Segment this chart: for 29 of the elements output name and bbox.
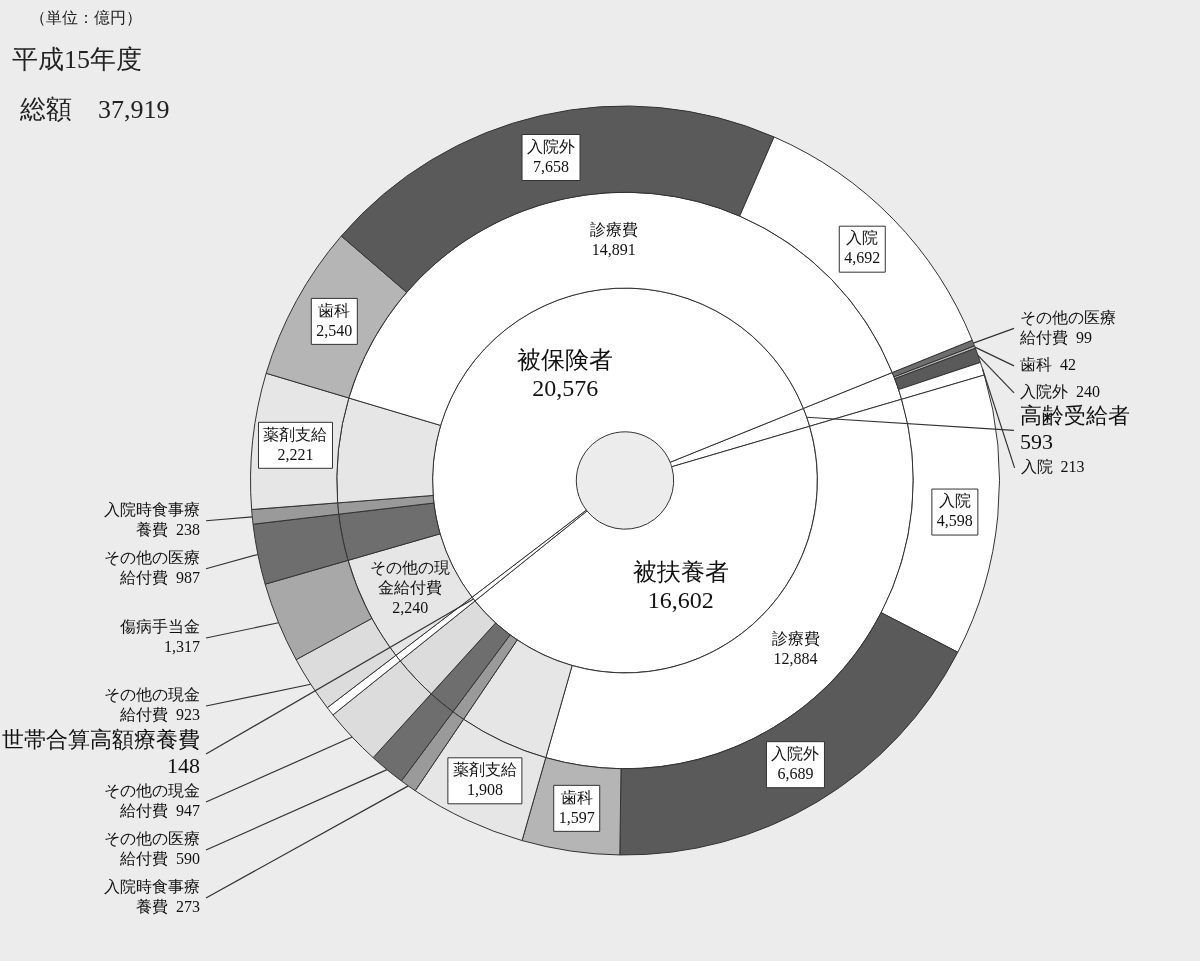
data-label: 入院外 7,658 [527,137,576,175]
data-label: 入院 213 [1020,458,1085,476]
data-label: 入院外 240 [1020,383,1100,401]
data-label: 入院 4,692 [844,229,881,267]
text: （単位：億円） [30,8,142,28]
data-label: 薬剤支給 1,908 [452,761,517,798]
data-label: 薬剤支給 2,221 [263,425,328,463]
data-label: 歯科 1,597 [558,788,595,826]
data-label: 被扶養者 16,602 [632,558,729,613]
data-label: 世帯合算高額療養費 148 [2,726,200,778]
chart-subtitle: 総額 37,919 [20,94,170,126]
data-label: その他の現金給付費 923 [104,686,200,724]
data-label: 入院 4,598 [936,492,973,530]
data-label: 歯科 2,540 [316,301,353,339]
data-label: その他の現金給付費 2,240 [370,558,451,616]
data-label: 被保険者 20,576 [517,347,614,402]
data-label: 入院時食事療養費 238 [104,500,200,538]
data-label: 傷病手当金 1,317 [119,618,200,656]
data-label: その他の医療給付費 987 [104,548,200,586]
data-label: その他の医療給付費 99 [1019,308,1116,346]
data-label: 入院外 6,689 [771,744,820,782]
data-label: その他の医療給付費 590 [104,830,200,868]
data-label: 診療費 14,891 [589,220,638,258]
chart-title: 平成15年度 [12,44,142,76]
data-label: その他の現金給付費 947 [104,782,200,820]
data-label: 入院時食事療養費 273 [104,878,200,916]
data-label: 高齢受給者 593 [1020,403,1130,455]
data-label: 歯科 42 [1020,356,1076,374]
data-label: 診療費 12,884 [771,630,820,668]
